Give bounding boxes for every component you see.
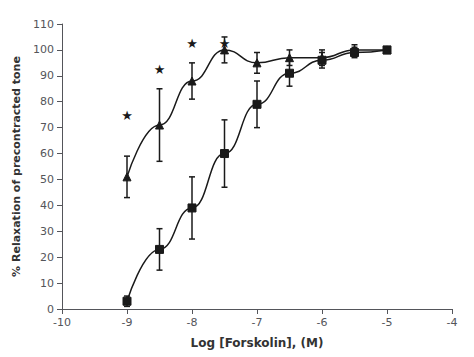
svg-text:110: 110 <box>33 18 54 31</box>
svg-text:-7: -7 <box>252 316 263 329</box>
svg-text:★: ★ <box>219 36 231 51</box>
svg-text:-6: -6 <box>317 316 328 329</box>
svg-text:50: 50 <box>40 173 54 186</box>
svg-text:Log [Forskolin], (M): Log [Forskolin], (M) <box>191 336 324 350</box>
svg-text:-4: -4 <box>447 316 458 329</box>
svg-text:% Relaxation of precontracted: % Relaxation of precontracted tone <box>10 56 23 277</box>
svg-text:0: 0 <box>47 303 54 316</box>
svg-text:70: 70 <box>40 121 54 134</box>
svg-text:20: 20 <box>40 251 54 264</box>
svg-text:★: ★ <box>186 36 198 51</box>
svg-text:-5: -5 <box>382 316 393 329</box>
svg-text:★: ★ <box>154 62 166 77</box>
svg-text:-10: -10 <box>53 316 71 329</box>
svg-text:40: 40 <box>40 199 54 212</box>
svg-text:80: 80 <box>40 95 54 108</box>
svg-text:-9: -9 <box>122 316 133 329</box>
svg-text:30: 30 <box>40 225 54 238</box>
svg-text:10: 10 <box>40 277 54 290</box>
svg-text:100: 100 <box>33 43 54 56</box>
svg-text:90: 90 <box>40 69 54 82</box>
svg-text:60: 60 <box>40 147 54 160</box>
svg-text:★: ★ <box>121 108 133 123</box>
svg-text:-8: -8 <box>187 316 198 329</box>
